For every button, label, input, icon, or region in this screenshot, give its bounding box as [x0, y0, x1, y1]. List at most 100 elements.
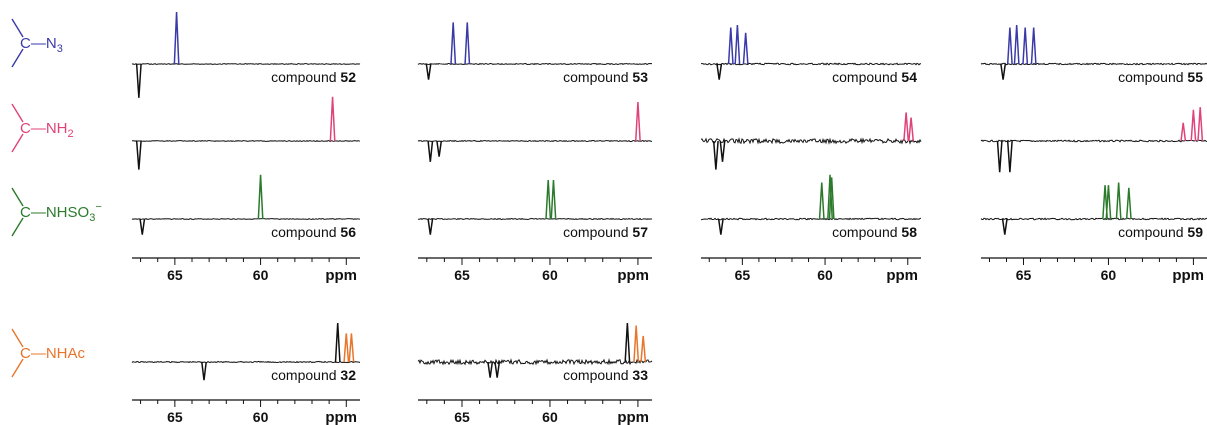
- peak-3: [734, 24, 741, 65]
- bond-up: [11, 328, 24, 348]
- peak-4: [742, 32, 749, 65]
- peak-2: [334, 322, 341, 363]
- label-subscript: 2: [68, 128, 74, 140]
- peak-3: [1013, 24, 1020, 65]
- label-atom: C: [20, 204, 31, 221]
- spectrum-panel-6: compound 33 65 60 ppm: [417, 322, 653, 425]
- compound-label: compound 54: [832, 69, 917, 85]
- compound-prefix: compound: [1118, 224, 1187, 240]
- baseline-trace: [131, 63, 361, 65]
- peak-2: [727, 27, 734, 65]
- compound-prefix: compound: [271, 224, 340, 240]
- peak-1: [1000, 63, 1007, 80]
- peak-4: [828, 177, 835, 220]
- bond-up: [11, 187, 24, 207]
- group-label-sulfamate: C—NHSO3−: [11, 187, 102, 237]
- peak-2: [1006, 27, 1013, 65]
- peak-1: [139, 218, 146, 235]
- x-axis-unit: ppm: [617, 267, 649, 284]
- compound-label: compound 53: [563, 69, 648, 85]
- peak-1: [996, 140, 1003, 173]
- baseline-trace: [417, 139, 653, 143]
- peak-1: [1001, 218, 1008, 235]
- bond-up: [11, 103, 24, 123]
- compound-number: 52: [340, 69, 356, 85]
- label-substituent: —N: [31, 35, 57, 52]
- group-label-text: C—NH2: [20, 120, 74, 140]
- peak-2: [545, 179, 552, 220]
- label-superscript: −: [95, 201, 101, 213]
- peak-3: [343, 333, 350, 363]
- compound-label: compound 32: [271, 367, 356, 383]
- compound-number: 53: [632, 69, 648, 85]
- group-label-azide: C—N3: [11, 18, 63, 68]
- x-axis-unit: ppm: [325, 267, 357, 284]
- bond-down: [11, 133, 24, 153]
- peak-1: [201, 361, 207, 381]
- baseline-trace: [131, 360, 361, 364]
- compound-number: 59: [1187, 224, 1203, 240]
- peak-5: [640, 335, 647, 363]
- spectrum-panel-5: compound 32 65 60 ppm: [131, 322, 361, 425]
- peak-2: [494, 361, 501, 378]
- label-substituent: —NH: [31, 120, 68, 137]
- peak-1: [135, 140, 142, 170]
- x-tick-label: 60: [542, 409, 558, 425]
- baseline-trace: [700, 62, 922, 66]
- compound-prefix: compound: [832, 224, 901, 240]
- peak-1: [427, 140, 434, 162]
- label-subscript: 3: [57, 43, 63, 55]
- group-label-amine: C—NH2: [11, 103, 74, 153]
- label-atom: C: [20, 120, 31, 137]
- compound-label: compound 56: [271, 224, 356, 240]
- peak-4: [1115, 182, 1122, 220]
- baseline-trace: [417, 62, 653, 66]
- x-tick-label: 60: [253, 267, 269, 283]
- group-label-acetamide: C—NHAc: [11, 328, 86, 378]
- compound-number: 33: [632, 367, 648, 383]
- compound-label: compound 59: [1118, 224, 1203, 240]
- label-substituent: —NHAc: [31, 345, 86, 362]
- peak-3: [464, 22, 471, 65]
- peak-2: [1006, 140, 1013, 173]
- peak-3: [1180, 122, 1187, 142]
- peak-5: [1030, 27, 1037, 65]
- peak-1: [487, 361, 494, 378]
- peak-1: [427, 218, 434, 235]
- peak-1: [717, 218, 724, 235]
- baseline-trace: [417, 217, 653, 221]
- baseline-trace: [131, 139, 361, 142]
- compound-number: 58: [901, 224, 917, 240]
- x-tick-label: 65: [167, 267, 183, 283]
- label-atom: C: [20, 35, 31, 52]
- peak-1: [425, 63, 432, 80]
- x-tick-label: 65: [167, 409, 183, 425]
- compound-prefix: compound: [563, 367, 632, 383]
- compound-prefix: compound: [563, 224, 632, 240]
- compound-prefix: compound: [271, 69, 340, 85]
- peak-4: [633, 325, 640, 363]
- x-tick-label: 65: [735, 267, 751, 283]
- x-tick-label: 60: [542, 267, 558, 283]
- peak-2: [173, 11, 180, 65]
- compound-number: 57: [632, 224, 648, 240]
- peak-5: [1125, 187, 1132, 220]
- peak-2: [719, 140, 726, 162]
- peak-3: [634, 101, 641, 142]
- baseline-trace: [700, 217, 922, 221]
- x-axis-unit: ppm: [1172, 267, 1204, 284]
- compound-label: compound 52: [271, 69, 356, 85]
- x-axis-unit: ppm: [617, 409, 649, 425]
- compound-prefix: compound: [1118, 69, 1187, 85]
- peak-3: [550, 179, 557, 220]
- compound-prefix: compound: [271, 367, 340, 383]
- x-axis-unit: ppm: [886, 267, 918, 284]
- compound-label: compound 55: [1118, 69, 1203, 85]
- group-label-text: C—N3: [20, 35, 63, 55]
- peak-3: [903, 112, 910, 142]
- peak-3: [624, 322, 631, 363]
- label-atom: C: [20, 345, 31, 362]
- compound-number: 32: [340, 367, 356, 383]
